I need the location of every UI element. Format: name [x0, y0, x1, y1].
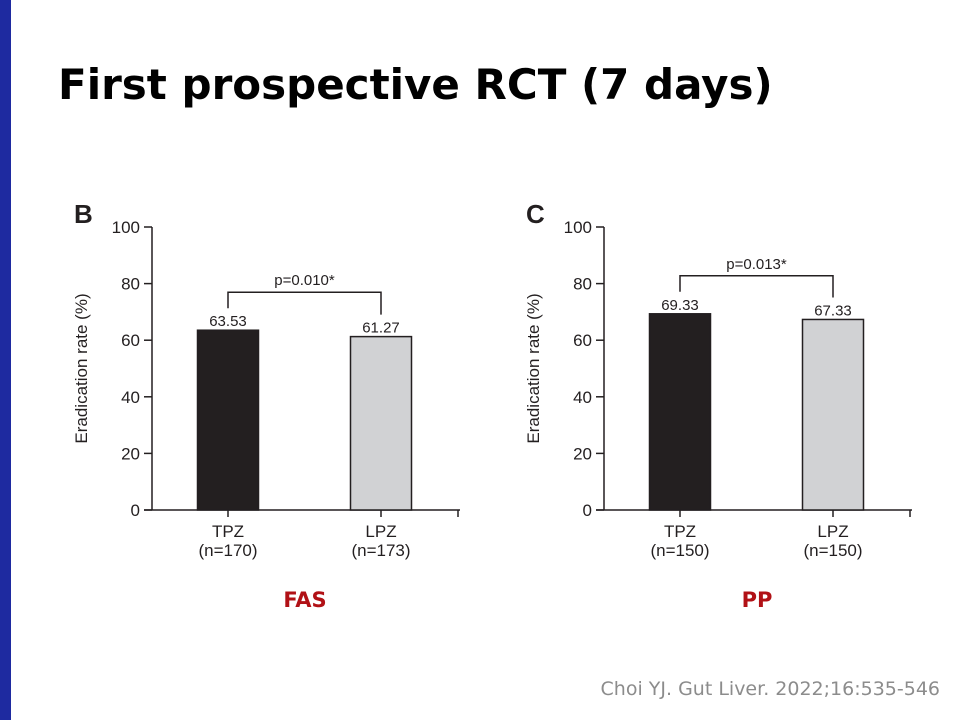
y-tick-label: 60: [573, 331, 592, 350]
y-tick-label: 100: [564, 218, 592, 237]
y-axis-label: Eradication rate (%): [524, 293, 543, 443]
bar-value-label: 69.33: [661, 297, 699, 314]
bar-value-label: 63.53: [209, 313, 247, 330]
bar-value-label: 61.27: [362, 320, 400, 337]
y-tick-label: 0: [583, 501, 592, 520]
y-tick-label: 40: [573, 388, 592, 407]
p-value-label: p=0.010*: [274, 272, 335, 289]
y-tick-label: 20: [573, 444, 592, 463]
y-tick-label: 60: [121, 331, 140, 350]
y-tick-label: 40: [121, 388, 140, 407]
bar-tpz: [196, 329, 260, 511]
x-tick-sublabel: (n=173): [351, 541, 410, 560]
bar-lpz: [801, 318, 865, 511]
panel-caption-fas: FAS: [283, 588, 327, 612]
x-tick-label: LPZ: [365, 522, 396, 541]
accent-side-bar: [0, 0, 11, 720]
y-tick-label: 20: [121, 444, 140, 463]
significance-bracket: [227, 291, 382, 315]
x-tick-sublabel: (n=150): [650, 541, 709, 560]
y-tick-label: 80: [121, 275, 140, 294]
y-tick-label: 80: [573, 275, 592, 294]
panel-caption-pp: PP: [741, 588, 773, 612]
bar-lpz: [349, 335, 413, 511]
x-tick-label: TPZ: [664, 522, 696, 541]
chart-panel-c: C Eradication rate (%) 0 20 40 60 80 100 69.33 TP…: [512, 190, 912, 570]
chart-panel-b: B Eradication rate (%) 0 20 40 60 80 100 63.53 TP…: [60, 190, 460, 570]
x-tick-sublabel: (n=150): [803, 541, 862, 560]
y-axis-label: Eradication rate (%): [72, 293, 91, 443]
y-tick-label: 0: [131, 501, 140, 520]
x-tick-label: TPZ: [212, 522, 244, 541]
significance-bracket: [679, 275, 834, 298]
slide-title: First prospective RCT (7 days): [58, 60, 773, 109]
bar-value-label: 67.33: [814, 302, 852, 319]
panel-letter: B: [74, 199, 93, 229]
p-value-label: p=0.013*: [726, 256, 787, 273]
y-tick-label: 100: [112, 218, 140, 237]
bar-tpz: [648, 313, 712, 511]
x-tick-label: LPZ: [817, 522, 848, 541]
panel-letter: C: [526, 199, 545, 229]
x-tick-sublabel: (n=170): [198, 541, 257, 560]
citation: Choi YJ. Gut Liver. 2022;16:535-546: [600, 678, 940, 700]
bar-chart-pp: C Eradication rate (%) 0 20 40 60 80 100 69.33 TP…: [524, 199, 912, 560]
bar-chart-fas: B Eradication rate (%) 0 20 40 60 80 100 63.53 TP…: [72, 199, 460, 560]
